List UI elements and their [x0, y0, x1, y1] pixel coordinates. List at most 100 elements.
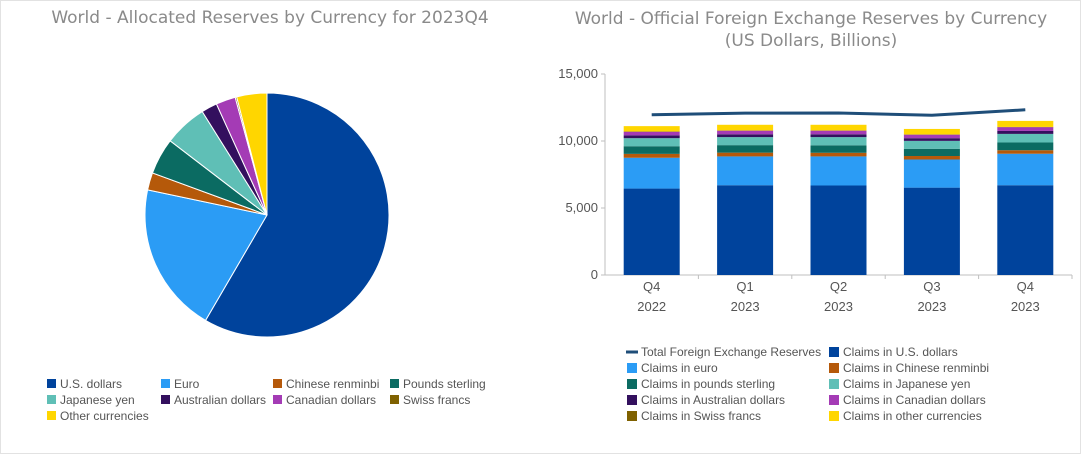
pie-legend-label: Canadian dollars: [286, 393, 376, 407]
pie-legend-swatch: [390, 395, 399, 404]
bar-legend-item: Claims in Australian dollars: [627, 393, 785, 407]
y-tick-label: 10,000: [558, 133, 598, 148]
bar-segment-claims-in-pounds-sterling: [623, 146, 680, 154]
pie-legend-swatch: [390, 379, 399, 388]
bar-legend-label: Claims in Australian dollars: [641, 393, 785, 407]
bar-segment-claims-in-canadian-dollars: [623, 131, 680, 136]
bar-legend-item: Claims in euro: [627, 361, 718, 375]
pie-legend-swatch: [273, 379, 282, 388]
bar-legend-label: Claims in Canadian dollars: [843, 393, 986, 407]
bar-legend-label: Total Foreign Exchange Reserves: [641, 345, 821, 359]
pie-legend-item: Chinese renminbi: [273, 377, 379, 391]
x-tick-label-quarter: Q3: [923, 279, 940, 294]
bar-legend-item: Claims in other currencies: [829, 409, 982, 423]
bar-segment-claims-in-u-s-dollars: [810, 185, 867, 275]
bar-segment-claims-in-u-s-dollars: [717, 185, 774, 275]
pie-legend-item: Euro: [161, 377, 200, 391]
pie-slice-u-s-dollars: [204, 92, 390, 338]
pie-legend-label: Other currencies: [60, 409, 149, 423]
pie-slice-other-currencies: [236, 92, 268, 216]
bar-legend-item: Claims in Canadian dollars: [829, 393, 986, 407]
y-tick-label: 5,000: [565, 200, 598, 215]
pie-legend-label: Japanese yen: [60, 393, 135, 407]
bar-segment-claims-in-euro: [997, 153, 1054, 186]
bar-segment-claims-in-chinese-renminbi: [717, 152, 774, 157]
bar-segment-claims-in-euro: [810, 156, 867, 186]
bar-segment-claims-in-japanese-yen: [623, 138, 680, 147]
pie-legend-item: Japanese yen: [47, 393, 135, 407]
pie-legend-item: Swiss francs: [390, 393, 470, 407]
stacked-bar-chart: 0 5,000 10,000 15,000 Q4 2022 Q1 2023 Q2 2023 Q3 20…: [558, 66, 1073, 423]
bar-segment-claims-in-canadian-dollars: [717, 130, 774, 135]
bar-legend-item: Claims in Japanese yen: [829, 377, 970, 391]
bar-segment-claims-in-other-currencies: [997, 120, 1054, 127]
bar-legend-item: Claims in Swiss francs: [627, 409, 761, 423]
bar-segment-claims-in-other-currencies: [810, 124, 867, 131]
bar-legend-label: Claims in Chinese renminbi: [843, 361, 989, 375]
pie-legend-item: U.S. dollars: [47, 377, 122, 391]
pie-legend-item: Other currencies: [47, 409, 149, 423]
pie-legend-swatch: [47, 411, 56, 420]
bar-legend-swatch: [829, 363, 839, 373]
bar-legend-swatch: [627, 411, 637, 421]
bar-segment-claims-in-australian-dollars: [623, 135, 680, 139]
bar-segment-claims-in-australian-dollars: [997, 130, 1054, 134]
bar-segment-claims-in-australian-dollars: [903, 138, 960, 141]
x-tick-label-year: 2023: [917, 299, 946, 314]
x-tick-label-quarter: Q4: [1017, 279, 1034, 294]
pie-legend-item: Canadian dollars: [273, 393, 376, 407]
pie-legend-item: Pounds sterling: [390, 377, 486, 391]
pie-legend-label: Pounds sterling: [403, 377, 486, 391]
bar-segment-claims-in-other-currencies: [623, 126, 680, 132]
pie-legend-label: Chinese renminbi: [286, 377, 379, 391]
pie-legend-swatch: [273, 395, 282, 404]
bar-segment-claims-in-chinese-renminbi: [623, 153, 680, 158]
bar-segment-claims-in-canadian-dollars: [997, 127, 1054, 131]
x-tick-label-year: 2023: [731, 299, 760, 314]
bar-segment-claims-in-pounds-sterling: [717, 145, 774, 153]
bar-legend-label: Claims in Japanese yen: [843, 377, 970, 391]
total-reserves-line: [651, 108, 1026, 117]
bar-segment-claims-in-japanese-yen: [903, 140, 960, 149]
bar-segment-claims-in-pounds-sterling: [997, 142, 1054, 151]
bar-segment-claims-in-pounds-sterling: [810, 145, 867, 153]
pie-chart-title: World - Allocated Reserves by Currency f…: [51, 8, 489, 28]
bar-segment-claims-in-chinese-renminbi: [810, 152, 867, 157]
pie-legend-swatch: [47, 379, 56, 388]
bar-legend-swatch: [627, 395, 637, 405]
bar-legend-item: Claims in pounds sterling: [627, 377, 775, 391]
pie-chart: U.S. dollars Euro Chinese renminbi Pounds s…: [47, 92, 486, 423]
pie-legend-label: Swiss francs: [403, 393, 470, 407]
y-tick-label: 0: [591, 267, 598, 282]
bar-segment-claims-in-euro: [623, 157, 680, 189]
bar-legend-swatch: [829, 395, 839, 405]
pie-legend-label: U.S. dollars: [60, 377, 122, 391]
pie-legend-label: Australian dollars: [174, 393, 266, 407]
x-tick-label-year: 2022: [637, 299, 666, 314]
bar-segment-claims-in-canadian-dollars: [903, 134, 960, 139]
bar-segment-claims-in-australian-dollars: [717, 134, 774, 138]
bar-segment-claims-in-euro: [903, 159, 960, 188]
bar-segment-claims-in-u-s-dollars: [903, 187, 960, 275]
bar-legend-label: Claims in Swiss francs: [641, 409, 761, 423]
bar-legend-label: Claims in pounds sterling: [641, 377, 775, 391]
bar-legend-item: Total Foreign Exchange Reserves: [626, 345, 821, 359]
bar-segment-claims-in-other-currencies: [717, 124, 774, 131]
x-tick-label-quarter: Q4: [643, 279, 660, 294]
pie-legend-swatch: [47, 395, 56, 404]
bar-legend-item: Claims in U.S. dollars: [829, 345, 958, 359]
bar-legend-label: Claims in euro: [641, 361, 718, 375]
pie-slice-euro: [144, 189, 268, 322]
bar-legend-swatch: [829, 411, 839, 421]
y-tick-label: 15,000: [558, 66, 598, 81]
bar-segment-claims-in-u-s-dollars: [997, 185, 1054, 275]
bar-segment-claims-in-pounds-sterling: [903, 148, 960, 157]
bar-legend-swatch: [829, 379, 839, 389]
bar-segment-claims-in-u-s-dollars: [623, 188, 680, 275]
bar-legend-label: Claims in other currencies: [843, 409, 982, 423]
bar-segment-claims-in-japanese-yen: [997, 133, 1054, 143]
bar-segment-claims-in-canadian-dollars: [810, 130, 867, 135]
bar-chart-subtitle: (US Dollars, Billions): [724, 31, 898, 51]
bar-segment-claims-in-euro: [717, 156, 774, 186]
x-tick-label-year: 2023: [1011, 299, 1040, 314]
